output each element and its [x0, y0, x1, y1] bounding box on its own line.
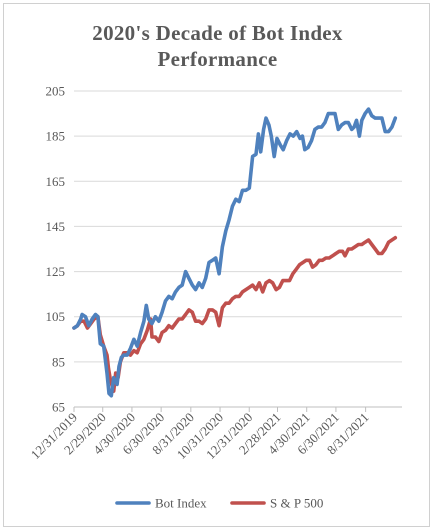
series-lines — [72, 107, 398, 398]
y-tick-label: 65 — [52, 400, 65, 415]
chart-title-line-1: 2020's Decade of Bot Index — [92, 21, 343, 45]
gridlines — [74, 90, 402, 363]
y-tick-label: 145 — [46, 219, 66, 234]
x-axis: 12/31/20192/29/20204/30/20206/30/20208/3… — [28, 406, 402, 462]
legend-label: Bot Index — [155, 496, 207, 511]
legend: Bot Index S & P 500 — [115, 496, 323, 511]
y-tick-label: 165 — [46, 174, 66, 189]
legend-label: S & P 500 — [270, 496, 323, 511]
y-tick-label: 85 — [52, 354, 65, 369]
y-axis-tick-labels: 65 85 105 125 145 165 185 205 — [46, 84, 66, 415]
series-line-s-p-500 — [72, 235, 398, 394]
y-tick-label: 105 — [46, 309, 66, 324]
chart-title-line-2: Performance — [157, 47, 278, 71]
y-tick-label: 125 — [46, 264, 66, 279]
y-tick-label: 205 — [46, 84, 66, 99]
series-line-bot-index — [72, 107, 398, 398]
y-tick-label: 185 — [46, 129, 66, 144]
